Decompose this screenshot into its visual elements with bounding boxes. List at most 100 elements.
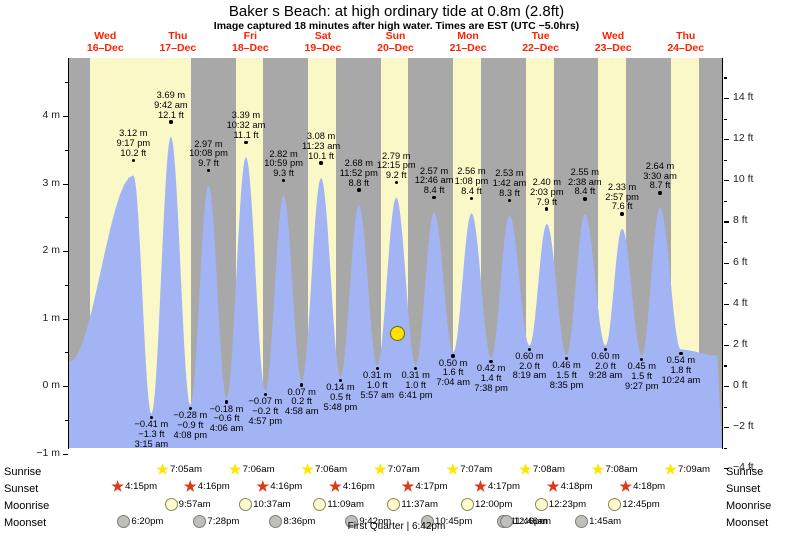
tide-height-m: 0.60 m: [515, 350, 544, 361]
high-tide-label-4: 2.97 m 10:08 pm 9.7 ft: [180, 139, 236, 174]
left-tick-2: [63, 251, 68, 253]
tide-height-ft: 2.0 ft: [595, 360, 616, 371]
tide-height-ft: 9.3 ft: [273, 168, 294, 179]
day-header-thu-8: Thu 24–Dec: [646, 30, 726, 54]
moonset-marker-time: 12:46am: [513, 516, 551, 527]
right-tick-6: [724, 344, 729, 347]
high-tide-label-22: 2.40 m 2:03 pm 7.9 ft: [519, 177, 575, 212]
tide-height-m: 2.40 m: [532, 177, 561, 187]
low-tide-label-1: −0.41 m −1.3 ft 3:15 am: [123, 415, 179, 450]
moonset-circle-icon: [499, 515, 513, 528]
sunset-marker-3: 4:16pm: [329, 480, 375, 493]
left-minor-tick: [65, 352, 68, 354]
right-tick-label-1: 12 ft: [733, 132, 754, 145]
moonrise-marker-time: 11:09am: [327, 499, 364, 510]
tide-height-m: 0.14 m: [326, 381, 355, 392]
tide-point-dot: [564, 356, 569, 361]
tide-time: 7:04 am: [436, 377, 470, 388]
moonrise-circle-icon: [534, 498, 548, 511]
sunset-star-icon: [111, 480, 124, 492]
tide-point-dot: [489, 359, 493, 364]
sunset-marker-time: 4:17pm: [415, 481, 448, 492]
low-tide-label-9: 0.07 m 0.2 ft 4:58 am: [274, 383, 330, 417]
right-tick-1: [724, 139, 729, 141]
moonset-circle-icon: [345, 515, 359, 528]
moonrise-circle-icon: [387, 498, 401, 511]
left-axis-line: [68, 58, 70, 449]
current-tide-marker: [389, 325, 405, 341]
tide-time: 6:41 pm: [398, 390, 433, 401]
right-tick-label-4: 6 ft: [733, 255, 748, 268]
tide-time: 3:15 am: [134, 438, 169, 449]
moonrise-marker-time: 10:37am: [253, 499, 291, 510]
sunrise-star-icon: [446, 463, 460, 475]
sunset-marker-time: 4:18pm: [633, 481, 666, 492]
left-tick-1: [63, 183, 68, 185]
low-tide-label-19: 0.42 m 1.4 ft 7:38 pm: [463, 359, 519, 394]
tide-height-m: −0.18 m: [209, 403, 244, 414]
tide-curve-fill: [69, 136, 722, 448]
sunrise-marker-0: 7:05am: [156, 463, 202, 476]
right-tick-7: [724, 386, 729, 388]
moonrise-circle-icon: [461, 498, 475, 511]
day-date: 18–Dec: [231, 42, 269, 54]
left-tick-label-1: 3 m: [42, 176, 60, 189]
tide-time: 12:15 pm: [376, 160, 416, 171]
moonrise-marker-1: 10:37am: [239, 498, 291, 511]
tide-height-ft: −1.3 ft: [138, 428, 165, 439]
tide-point-dot: [206, 168, 211, 173]
day-header-wed-7: Wed 23–Dec: [573, 30, 653, 54]
tide-height-m: −0.07 m: [248, 396, 283, 407]
tide-point-dot: [658, 191, 662, 195]
tide-point-dot: [244, 140, 248, 144]
left-tick-label-0: 4 m: [42, 109, 60, 121]
tide-height-m: 3.69 m: [156, 89, 186, 100]
tide-time: 11:52 pm: [339, 167, 378, 178]
tide-height-m: 2.64 m: [645, 160, 675, 171]
tide-height-ft: 8.7 ft: [649, 180, 671, 191]
moonrise-marker-0: 9:57am: [164, 498, 211, 511]
tide-curve: [69, 136, 722, 448]
right-tick-2: [724, 180, 729, 182]
day-header-wed-0: Wed 16–Dec: [65, 30, 145, 54]
right-minor-tick: [724, 77, 727, 79]
tide-point-dot: [469, 196, 474, 200]
tide-time: 10:08 pm: [189, 148, 228, 159]
tide-time: 9:42 am: [154, 99, 188, 110]
tide-height-m: −0.41 m: [134, 419, 169, 430]
sunrise-marker-2: 7:06am: [301, 463, 347, 476]
moonset-marker-1: 7:28pm: [193, 515, 239, 528]
sunset-marker-time: 4:16pm: [342, 481, 375, 492]
high-tide-label-24: 2.55 m 2:38 am 8.4 ft: [557, 167, 613, 202]
day-header-fri-2: Fri 18–Dec: [210, 30, 290, 54]
high-tide-label-14: 2.79 m 12:15 pm 9.2 ft: [368, 151, 424, 186]
right-tick-9: [724, 468, 729, 470]
moonrise-marker-time: 12:23pm: [548, 499, 587, 510]
sunrise-marker-time: 7:08am: [532, 464, 565, 475]
sunset-star-icon: [401, 480, 415, 492]
tide-height-ft: 1.5 ft: [631, 370, 653, 381]
tide-point-dot: [375, 367, 379, 371]
right-tick-label-5: 4 ft: [733, 296, 748, 309]
low-tide-label-5: −0.18 m −0.6 ft 4:06 am: [199, 400, 255, 434]
day-header-sat-3: Sat 19–Dec: [283, 30, 363, 54]
day-of-week: Sun: [385, 30, 406, 42]
high-tide-label-10: 3.08 m 11:23 am 10.1 ft: [293, 131, 349, 166]
day-of-week: Thu: [168, 30, 188, 42]
moonrise-circle-icon: [164, 498, 178, 511]
tide-height-ft: 0.5 ft: [330, 391, 351, 402]
tide-time: 10:24 am: [661, 374, 701, 385]
left-minor-tick: [65, 149, 68, 151]
tide-point-dot: [432, 195, 436, 200]
right-axis-line: [722, 58, 724, 449]
tide-height-ft: −0.9 ft: [177, 420, 204, 431]
moonset-marker-7: 1:45am: [575, 515, 621, 528]
sunrise-marker-time: 7:09am: [678, 464, 711, 475]
tide-height-ft: 1.0 ft: [366, 380, 388, 391]
left-tick-label-3: 1 m: [42, 311, 60, 324]
left-tick-label-4: 0 m: [42, 379, 60, 391]
moonrise-marker-time: 12:00pm: [475, 499, 513, 510]
sunrise-marker-1: 7:06am: [228, 463, 275, 476]
sunset-marker-5: 4:17pm: [474, 480, 520, 493]
sunrise-marker-time: 7:07am: [387, 464, 420, 475]
